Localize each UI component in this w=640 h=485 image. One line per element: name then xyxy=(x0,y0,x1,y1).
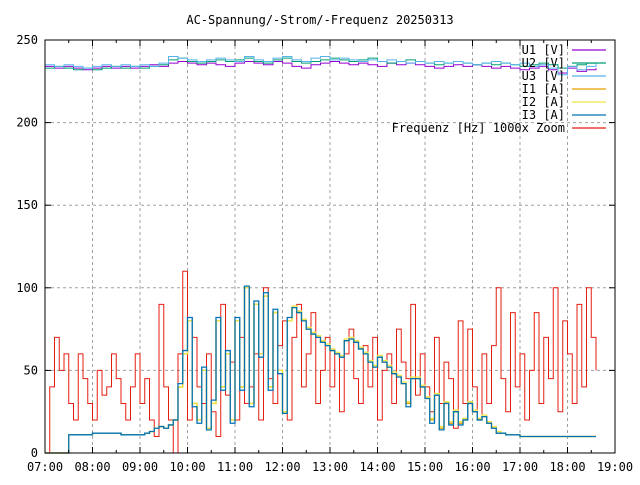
axis-ticks: 0 50 100 150 200 250 07:00 08:00 09:00 10:00 11:00… xyxy=(16,33,633,474)
x-tick-label: 09:00 xyxy=(122,460,158,474)
series-group xyxy=(45,56,597,454)
x-tick-label: 15:00 xyxy=(407,460,443,474)
series-line-5 xyxy=(45,285,596,454)
x-tick-label: 13:00 xyxy=(312,460,348,474)
x-tick-label: 11:00 xyxy=(217,460,253,474)
x-tick-label: 19:00 xyxy=(597,460,633,474)
y-tick-label: 0 xyxy=(31,446,38,460)
x-tick-label: 16:00 xyxy=(454,460,490,474)
legend-label: U2 [V] xyxy=(522,56,565,70)
legend: U1 [V]U2 [V]U3 [V]I1 [A]I2 [A]I3 [A]Freq… xyxy=(392,43,606,135)
legend-label: Frequenz [Hz] 1000x Zoom xyxy=(392,121,565,135)
legend-label: I2 [A] xyxy=(522,95,565,109)
series-line-0 xyxy=(45,60,597,74)
y-tick-label: 150 xyxy=(16,198,38,212)
x-tick-label: 18:00 xyxy=(549,460,585,474)
legend-label: I3 [A] xyxy=(522,108,565,122)
y-tick-label: 50 xyxy=(24,363,38,377)
x-tick-label: 08:00 xyxy=(74,460,110,474)
series-line-2 xyxy=(45,56,597,76)
series-line-6 xyxy=(45,270,597,454)
chart-title: AC-Spannung/-Strom/-Frequenz 20250313 xyxy=(186,13,453,27)
legend-label: U1 [V] xyxy=(522,43,565,57)
y-tick-label: 100 xyxy=(16,281,38,295)
x-tick-label: 07:00 xyxy=(27,460,63,474)
legend-label: U3 [V] xyxy=(522,69,565,83)
y-tick-label: 250 xyxy=(16,33,38,47)
x-tick-label: 17:00 xyxy=(502,460,538,474)
x-tick-label: 10:00 xyxy=(169,460,205,474)
y-tick-label: 200 xyxy=(16,116,38,130)
legend-label: I1 [A] xyxy=(522,82,565,96)
x-tick-label: 12:00 xyxy=(264,460,300,474)
x-tick-label: 14:00 xyxy=(359,460,395,474)
